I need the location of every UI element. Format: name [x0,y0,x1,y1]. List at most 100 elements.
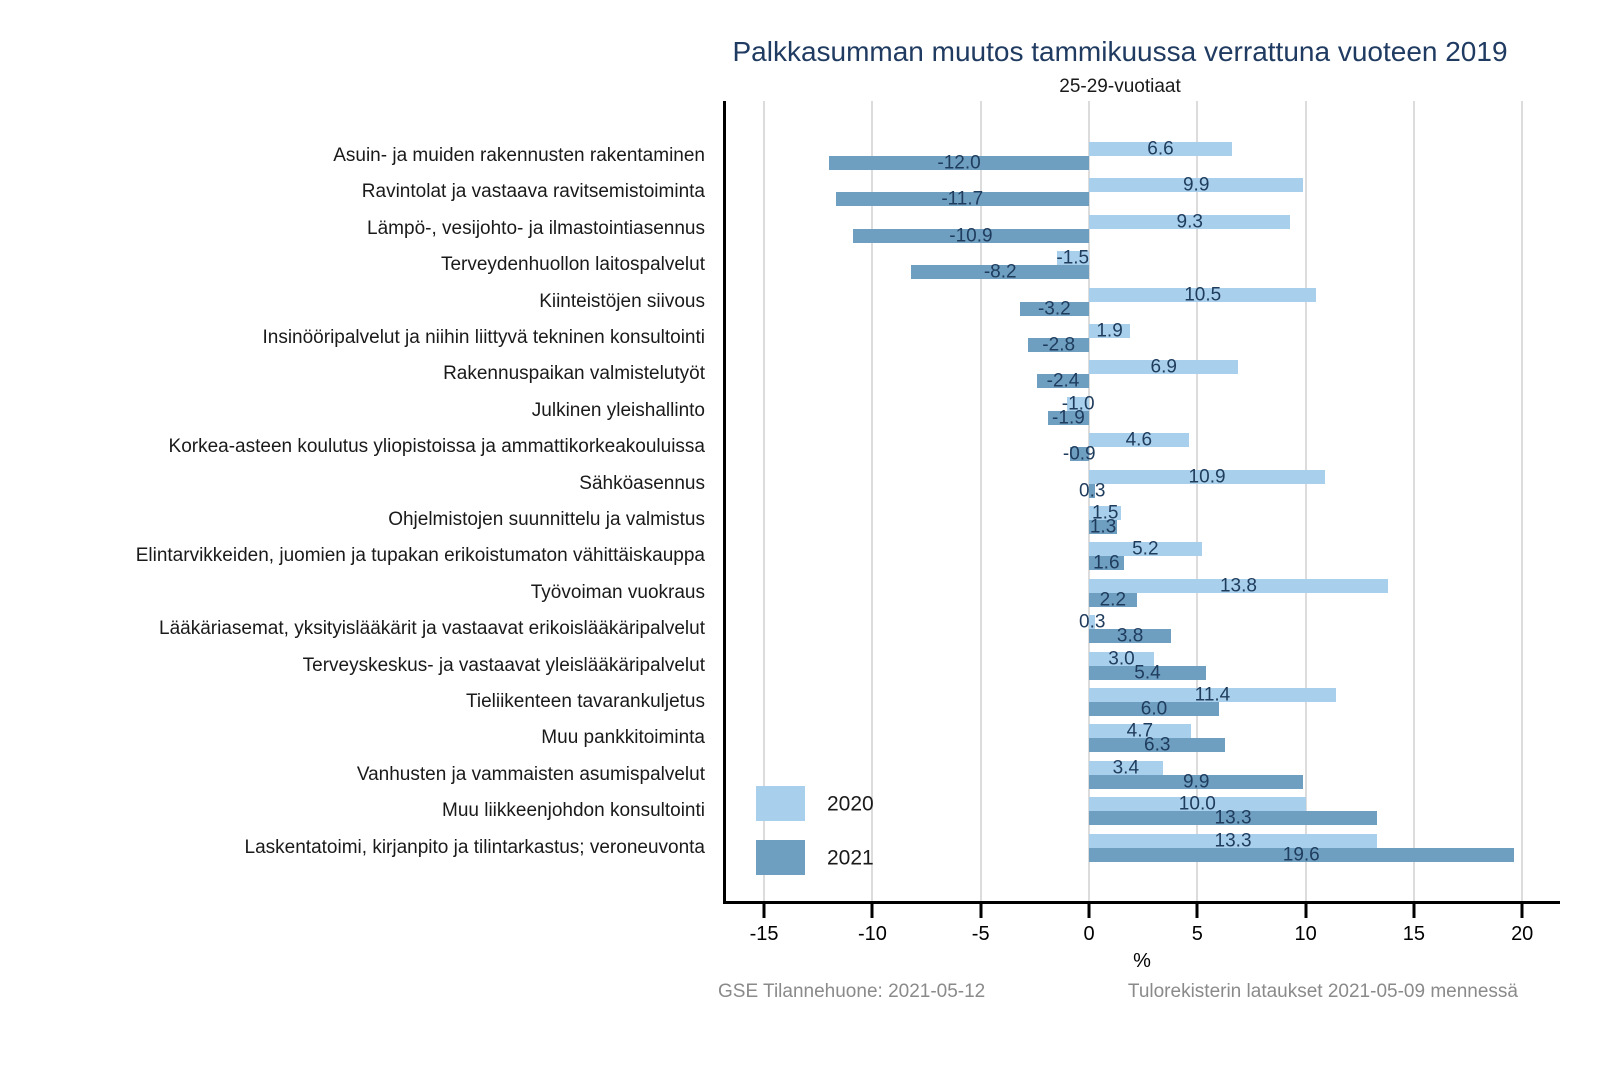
bar-2020 [1089,724,1191,739]
legend-label-2020: 2020 [827,792,874,815]
category-label: Sähköasennus [579,472,705,494]
axis-tick [1087,904,1091,918]
bar-2020 [1089,360,1239,375]
category-label: Ravintolat ja vastaava ravitsemistoimint… [361,181,705,203]
bar-value-label: 1.3 [1089,516,1117,538]
bar-2021 [911,265,1089,280]
bar-value-label: 9.9 [1182,771,1210,793]
bar-2020 [1089,651,1154,666]
bar-2020 [1089,688,1336,702]
category-label: Työvoiman vuokraus [530,581,705,603]
x-axis-title: % [1133,950,1151,972]
axis-tick-label: 15 [1402,923,1426,945]
bar-value-label: -3.2 [1037,298,1071,320]
axis-tick [979,904,983,918]
y-axis-line [723,101,726,904]
bar-value-label: 4.6 [1125,429,1153,451]
gridline [871,101,874,901]
bar-2020 [1089,433,1189,448]
bar-value-label: 10.9 [1188,466,1226,488]
gridline [1088,101,1090,901]
bar-value-label: -1.5 [1056,247,1090,269]
category-label: Korkea-asteen koulutus yliopistoissa ja … [168,436,705,458]
legend-swatch-2021 [756,840,805,875]
bar-value-label: 13.3 [1214,807,1252,829]
bar-value-label: 19.6 [1282,844,1320,866]
bar-value-label: 0.3 [1079,611,1106,633]
bar-2021 [1089,520,1118,534]
axis-tick [870,904,874,918]
bar-value-label: -1.9 [1052,407,1085,429]
bar-2021 [1028,338,1089,352]
bar-2020 [1067,396,1089,411]
bar-value-label: -1.0 [1061,393,1095,415]
bar-2021 [835,192,1089,207]
axis-tick-label: 5 [1191,923,1203,945]
bar-value-label: 11.4 [1194,684,1231,706]
category-label: Lääkäriasemat, yksityislääkärit ja vasta… [159,618,705,640]
axis-tick-label: -15 [749,923,779,945]
chart-subtitle: 25-29-vuotiaat [1059,76,1181,97]
bar-value-label: -8.2 [983,261,1017,283]
bar-value-label: 9.9 [1182,174,1210,196]
footer-data-note: Tulorekisterin lataukset 2021-05-09 menn… [1127,981,1518,1002]
axis-tick-label: -10 [857,923,887,945]
axis-tick [1520,904,1524,918]
bar-value-label: 6.0 [1140,698,1168,720]
bar-2020 [1089,760,1163,775]
axis-tick-label: 10 [1294,923,1317,945]
bar-value-label: 0.3 [1079,480,1106,502]
bar-2020 [1089,578,1388,593]
bar-value-label: 5.2 [1132,538,1159,560]
footer-source-note: GSE Tilannehuone: 2021-05-12 [718,981,986,1002]
bar-2020 [1089,287,1317,302]
bar-value-label: -10.9 [949,225,993,247]
category-label: Terveydenhuollon laitospalvelut [440,254,705,276]
category-label: Julkinen yleishallinto [531,399,705,421]
axis-tick-label: 0 [1083,923,1095,945]
category-label: Vanhusten ja vammaisten asumispalvelut [356,763,705,785]
axis-tick [1412,904,1416,918]
gridline [1412,101,1415,901]
bar-value-label: -2.4 [1046,370,1080,392]
axis-tick [762,904,766,918]
gridline [979,101,982,901]
category-label: Kiinteistöjen siivous [539,290,705,312]
bar-value-label: 1.5 [1092,502,1119,524]
gridline [1521,101,1524,901]
bar-2021 [1047,410,1089,425]
bar-value-label: 4.7 [1126,720,1154,742]
legend-label-2021: 2021 [827,846,874,869]
bar-2020 [1089,469,1326,484]
category-label: Lämpö-, vesijohto- ja ilmastointiasennus [367,217,705,239]
bar-value-label: 13.3 [1214,830,1252,852]
x-axis-line [723,901,1560,904]
bar-value-label: 10.0 [1178,793,1216,815]
category-label: Asuin- ja muiden rakennusten rakentamine… [333,145,705,166]
bar-2021 [1037,374,1089,389]
bar-value-label: 6.3 [1144,734,1171,756]
bar-value-label: 2.2 [1099,589,1127,611]
bar-2020 [1089,324,1131,338]
category-label: Insinööripalvelut ja niihin liittyvä tek… [262,327,705,348]
bar-2021 [1089,702,1219,716]
bar-2021 [1089,556,1124,571]
bar-2021 [1089,774,1304,789]
bar-value-label: 1.6 [1093,552,1120,574]
axis-tick [1304,904,1308,918]
bar-value-label: 5.4 [1134,662,1161,684]
category-label: Muu liikkeenjohdon konsultointi [442,800,705,822]
bar-value-label: -11.7 [941,188,984,210]
bar-2021 [852,228,1089,243]
bar-value-label: 3.4 [1112,757,1140,779]
bar-2021 [1089,592,1137,607]
bar-value-label: 1.9 [1096,320,1123,342]
bar-value-label: 6.6 [1147,138,1174,160]
bar-2020 [1089,506,1122,520]
axis-tick [1195,904,1199,918]
bar-2020 [1089,797,1306,812]
bar-value-label: 13.8 [1219,575,1257,597]
bar-2021 [1089,629,1172,644]
bar-2020 [1089,214,1291,229]
